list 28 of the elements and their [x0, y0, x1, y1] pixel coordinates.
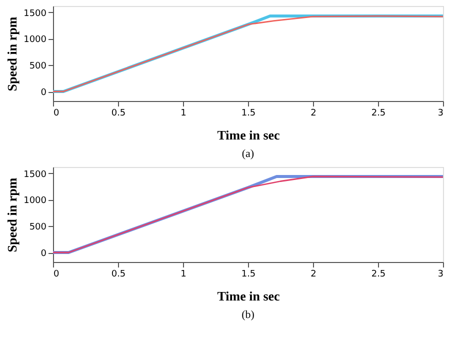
y-tick-label: 0	[40, 88, 47, 98]
x-tick-label: 0.5	[111, 108, 126, 118]
y-tick-label: 1500	[24, 170, 47, 180]
y-tick-label: 1000	[24, 35, 47, 46]
x-tick-label: 0	[54, 270, 60, 280]
text: (b)	[242, 309, 255, 321]
y-tick-label: 500	[29, 222, 47, 233]
y-tick-label: 1500	[24, 8, 47, 19]
x-tick-label: 2	[310, 270, 316, 280]
x-tick-label: 1	[180, 108, 186, 118]
y-axis-title: Speed in rpm	[4, 178, 20, 252]
x-tick-label: 3	[438, 270, 444, 280]
x-tick-label: 1.5	[241, 108, 256, 118]
y-tick-label: 0	[40, 249, 47, 259]
text: (a)	[242, 148, 254, 160]
y-tick-label: 1000	[24, 196, 47, 206]
x-tick-label: 0	[54, 108, 60, 118]
x-tick-label: 2.5	[371, 270, 386, 280]
x-tick-label: 3	[438, 108, 444, 118]
x-tick-label: 2.5	[371, 108, 386, 118]
y-tick-label: 500	[29, 62, 47, 72]
x-tick-label: 1.5	[241, 270, 256, 280]
x-tick-label: 2	[310, 108, 316, 118]
x-axis-title: Time in sec	[217, 288, 280, 304]
y-axis-title: Speed in rpm	[4, 16, 20, 92]
x-axis-title: Time in sec	[217, 128, 280, 142]
x-tick-label: 1	[180, 270, 186, 280]
x-tick-label: 0.5	[111, 270, 126, 280]
